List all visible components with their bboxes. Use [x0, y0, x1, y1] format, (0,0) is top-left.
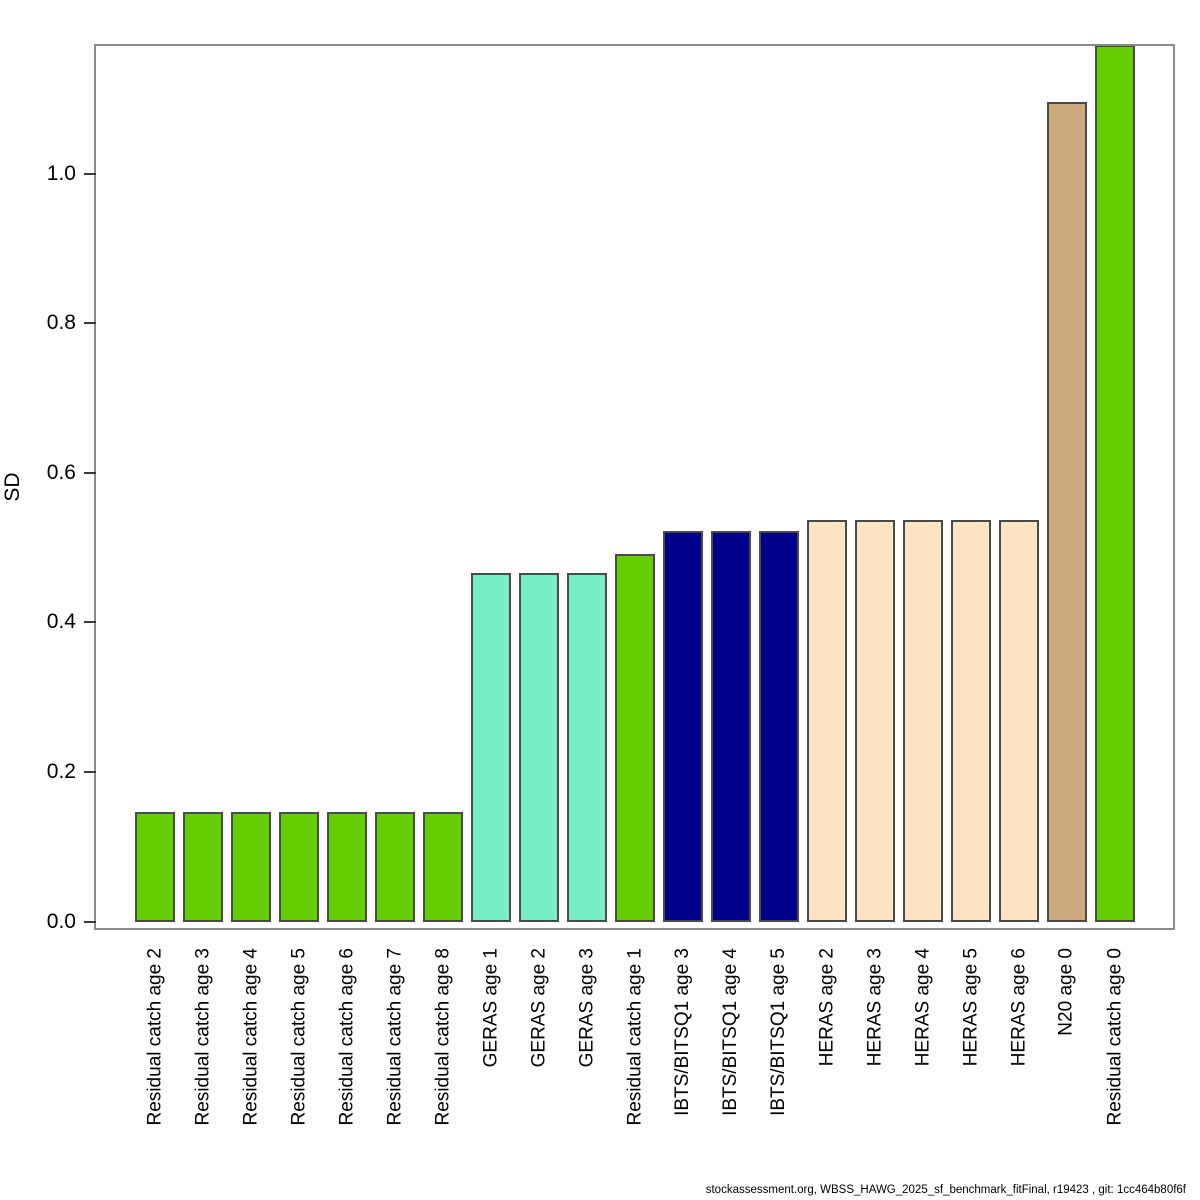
bar-heras-age-5: [951, 519, 991, 922]
x-axis-label-heras-age-6: HERAS age 6: [1008, 948, 1029, 1067]
bar-geras-age-2: [519, 572, 559, 922]
bar-residual-catch-age-2: [135, 812, 175, 922]
x-axis-label-heras-age-3: HERAS age 3: [864, 948, 885, 1067]
bar-residual-catch-age-8: [423, 812, 463, 922]
y-axis-tick: [83, 920, 96, 923]
bar-residual-catch-age-6: [327, 812, 367, 922]
x-axis-label-residual-catch-age-1: Residual catch age 1: [624, 948, 645, 1126]
x-axis-label-residual-catch-age-3: Residual catch age 3: [192, 948, 213, 1126]
x-axis-label-heras-age-5: HERAS age 5: [960, 948, 981, 1067]
x-axis-label-geras-age-1: GERAS age 1: [480, 948, 501, 1068]
x-axis-label-residual-catch-age-8: Residual catch age 8: [432, 948, 453, 1126]
y-axis-tick-label: 0.8: [46, 311, 76, 335]
y-axis-tick: [83, 621, 96, 624]
y-axis-tick: [83, 322, 96, 325]
x-axis-label-heras-age-2: HERAS age 2: [816, 948, 837, 1067]
bar-heras-age-3: [855, 519, 895, 922]
x-axis-label-geras-age-3: GERAS age 3: [576, 948, 597, 1068]
x-axis-label-heras-age-4: HERAS age 4: [912, 948, 933, 1067]
x-axis-label-residual-catch-age-2: Residual catch age 2: [144, 948, 165, 1126]
x-axis-label-residual-catch-age-0: Residual catch age 0: [1104, 948, 1125, 1126]
y-axis-tick-label: 1.0: [46, 161, 76, 185]
y-axis-tick-label: 0.6: [46, 460, 76, 484]
x-axis-label-ibts-bitsq1-age-4: IBTS/BITSQ1 age 4: [720, 948, 741, 1116]
x-axis-label-residual-catch-age-5: Residual catch age 5: [288, 948, 309, 1126]
y-axis-tick-label: 0.4: [46, 610, 76, 634]
bar-ibts-bitsq1-age-5: [759, 531, 799, 922]
bar-residual-catch-age-1: [615, 554, 655, 922]
x-axis-label-ibts-bitsq1-age-3: IBTS/BITSQ1 age 3: [672, 948, 693, 1116]
bar-residual-catch-age-4: [231, 812, 271, 922]
x-axis-label-n20-age-0: N20 age 0: [1056, 948, 1077, 1036]
x-axis-label-residual-catch-age-7: Residual catch age 7: [384, 948, 405, 1126]
y-axis-title: SD: [1, 472, 24, 502]
x-axis-label-residual-catch-age-6: Residual catch age 6: [336, 948, 357, 1126]
y-axis-tick: [83, 770, 96, 773]
bar-geras-age-3: [567, 572, 607, 922]
x-axis-label-geras-age-2: GERAS age 2: [528, 948, 549, 1068]
bar-ibts-bitsq1-age-3: [663, 531, 703, 922]
y-axis-tick: [83, 471, 96, 474]
footer-credit: stockassessment.org, WBSS_HAWG_2025_sf_b…: [705, 1184, 1186, 1196]
bars-layer: [96, 46, 1174, 929]
bar-residual-catch-age-0: [1095, 46, 1135, 922]
bar-residual-catch-age-3: [183, 812, 223, 922]
plot-box: [94, 44, 1175, 930]
bar-heras-age-6: [999, 519, 1039, 922]
bar-geras-age-1: [471, 572, 511, 922]
y-axis-tick: [83, 172, 96, 175]
y-axis-tick-label: 0.2: [46, 759, 76, 783]
bar-residual-catch-age-7: [375, 812, 415, 922]
bar-ibts-bitsq1-age-4: [711, 531, 751, 922]
bar-n20-age-0: [1047, 101, 1087, 922]
x-axis-label-ibts-bitsq1-age-5: IBTS/BITSQ1 age 5: [768, 948, 789, 1116]
bar-heras-age-2: [807, 519, 847, 922]
x-axis-label-residual-catch-age-4: Residual catch age 4: [240, 948, 261, 1126]
bar-heras-age-4: [903, 519, 943, 922]
y-axis-tick-label: 0.0: [46, 909, 76, 933]
bar-residual-catch-age-5: [279, 812, 319, 922]
